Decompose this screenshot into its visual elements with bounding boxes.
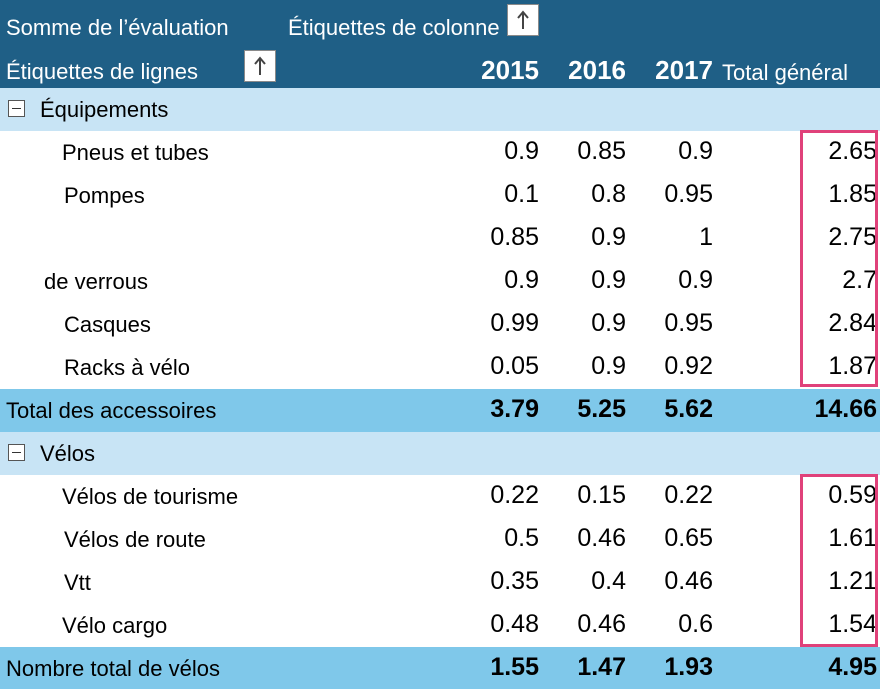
grand-total-header: Total général (722, 60, 848, 85)
cell-total[interactable]: 1.61 (828, 524, 877, 552)
cell-2017[interactable]: 1 (699, 223, 713, 251)
subtotal-2015[interactable]: 1.55 (490, 653, 539, 681)
cell-total[interactable]: 2.84 (828, 309, 877, 337)
subtotal-label: Total des accessoires (6, 398, 217, 423)
cell-2015[interactable]: 0.5 (504, 524, 539, 552)
cell-2015[interactable]: 0.48 (490, 610, 539, 638)
cell-2017[interactable]: 0.92 (664, 352, 713, 380)
subtotal-row[interactable]: Nombre total de vélos 1.55 1.47 1.93 4.9… (0, 647, 880, 689)
pivot-header-columns: Étiquettes de lignes (0, 45, 880, 88)
row-label: de verrous (44, 269, 148, 294)
cell-2017[interactable]: 0.9 (678, 266, 713, 294)
group-row-equipements[interactable]: Équipements (0, 88, 880, 131)
subtotal-2017[interactable]: 1.93 (664, 653, 713, 681)
cell-2016[interactable]: 0.9 (591, 309, 626, 337)
group-row-velos[interactable]: Vélos (0, 432, 880, 475)
row-label: Vélos de tourisme (62, 484, 239, 509)
cell-2016[interactable]: 0.4 (591, 567, 626, 595)
subtotal-2016[interactable]: 5.25 (577, 395, 626, 423)
row-label: Pompes (64, 183, 145, 208)
arrow-up-icon (517, 10, 529, 29)
row-label: Vélos de route (64, 527, 206, 552)
table-row[interactable]: Vélo cargo 0.48 0.46 0.6 1.54 (0, 604, 880, 647)
cell-2015[interactable]: 0.85 (490, 223, 539, 251)
table-row[interactable]: 0.85 0.9 1 2.75 (0, 217, 880, 260)
row-sort-button[interactable] (244, 50, 276, 82)
cell-2017[interactable]: 0.46 (664, 567, 713, 595)
cell-2017[interactable]: 0.95 (664, 309, 713, 337)
table-row[interactable]: Vtt 0.35 0.4 0.46 1.21 (0, 561, 880, 604)
row-labels-field[interactable]: Étiquettes de lignes (6, 59, 199, 84)
subtotal-total[interactable]: 4.95 (828, 653, 877, 681)
table-row[interactable]: de verrous 0.9 0.9 0.9 2.7 (0, 260, 880, 303)
row-label: Pneus et tubes (62, 140, 209, 165)
minus-icon[interactable] (8, 444, 25, 461)
table-row[interactable]: Pneus et tubes 0.9 0.85 0.9 2.65 (0, 131, 880, 174)
column-sort-button[interactable] (507, 4, 539, 36)
table-row[interactable]: Casques 0.99 0.9 0.95 2.84 (0, 303, 880, 346)
group-label: Équipements (40, 97, 169, 122)
table-row[interactable]: Vélos de route 0.5 0.46 0.65 1.61 (0, 518, 880, 561)
arrow-up-icon (254, 56, 266, 75)
cell-total[interactable]: 1.54 (828, 610, 877, 638)
column-labels-field[interactable]: Étiquettes de colonne (288, 15, 500, 40)
row-label: Vélo cargo (62, 613, 168, 638)
subtotal-row[interactable]: Total des accessoires 3.79 5.25 5.62 14.… (0, 389, 880, 432)
cell-2016[interactable]: 0.15 (577, 481, 626, 509)
cell-total[interactable]: 0.59 (828, 481, 877, 509)
cell-2017[interactable]: 0.6 (678, 610, 713, 638)
values-field-label: Somme de l’évaluation (6, 15, 229, 40)
cell-2016[interactable]: 0.46 (577, 610, 626, 638)
table-row[interactable]: Racks à vélo 0.05 0.9 0.92 1.87 (0, 346, 880, 389)
cell-total[interactable]: 2.75 (828, 223, 877, 251)
minus-icon[interactable] (8, 100, 25, 117)
pivot-header-top: Somme de l’évaluation Étiquettes de colo… (0, 0, 880, 45)
subtotal-2016[interactable]: 1.47 (577, 653, 626, 681)
cell-2017[interactable]: 0.65 (664, 524, 713, 552)
row-label: Racks à vélo (64, 355, 190, 380)
cell-total[interactable]: 2.7 (842, 266, 877, 294)
cell-2015[interactable]: 0.1 (504, 180, 539, 208)
cell-total[interactable]: 2.65 (828, 137, 877, 165)
cell-2015[interactable]: 0.9 (504, 137, 539, 165)
row-label: Vtt (64, 570, 91, 595)
cell-2016[interactable]: 0.85 (577, 137, 626, 165)
cell-2015[interactable]: 0.99 (490, 309, 539, 337)
subtotal-total[interactable]: 14.66 (814, 395, 877, 423)
cell-2017[interactable]: 0.9 (678, 137, 713, 165)
cell-2017[interactable]: 0.22 (664, 481, 713, 509)
cell-2015[interactable]: 0.22 (490, 481, 539, 509)
cell-total[interactable]: 1.85 (828, 180, 877, 208)
table-row[interactable]: Vélos de tourisme 0.22 0.15 0.22 0.59 (0, 475, 880, 518)
cell-2015[interactable]: 0.9 (504, 266, 539, 294)
year-header-2017: 2017 (655, 55, 713, 85)
cell-2016[interactable]: 0.9 (591, 266, 626, 294)
cell-total[interactable]: 1.21 (828, 567, 877, 595)
year-header-2015: 2015 (481, 55, 539, 85)
subtotal-label: Nombre total de vélos (6, 656, 220, 681)
cell-total[interactable]: 1.87 (828, 352, 877, 380)
column-labels-clip: Étiquettes de colonne (288, 15, 500, 43)
cell-2015[interactable]: 0.35 (490, 567, 539, 595)
subtotal-2017[interactable]: 5.62 (664, 395, 713, 423)
cell-2016[interactable]: 0.9 (591, 352, 626, 380)
cell-2016[interactable]: 0.46 (577, 524, 626, 552)
cell-2015[interactable]: 0.05 (490, 352, 539, 380)
cell-2017[interactable]: 0.95 (664, 180, 713, 208)
table-row[interactable]: Pompes 0.1 0.8 0.95 1.85 (0, 174, 880, 217)
cell-2016[interactable]: 0.9 (591, 223, 626, 251)
group-label: Vélos (40, 441, 96, 466)
year-header-2016: 2016 (568, 55, 626, 85)
row-label: Casques (64, 312, 151, 337)
subtotal-2015[interactable]: 3.79 (490, 395, 539, 423)
cell-2016[interactable]: 0.8 (591, 180, 626, 208)
